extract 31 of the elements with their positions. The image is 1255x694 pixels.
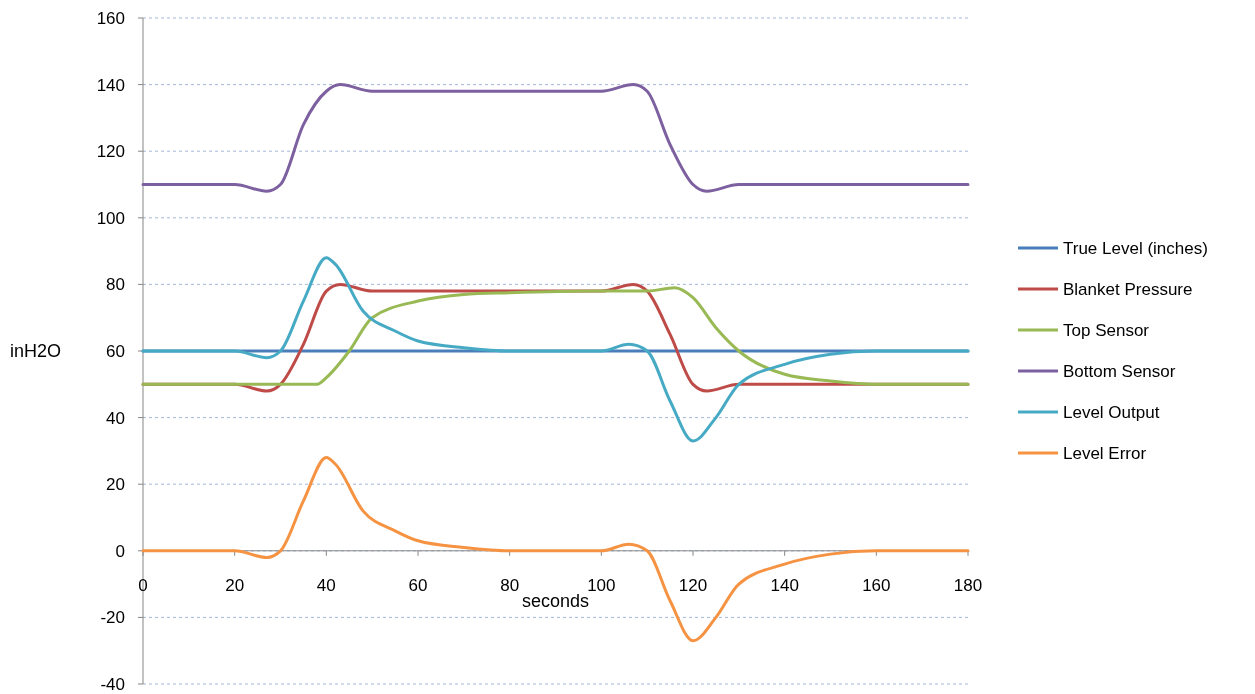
- legend-label: Level Error: [1063, 444, 1147, 463]
- y-tick-label: 40: [106, 408, 125, 428]
- legend-label: Bottom Sensor: [1063, 362, 1176, 381]
- y-tick-label: 140: [96, 75, 125, 95]
- x-axis-title: seconds: [521, 590, 590, 611]
- y-tick-label: -40: [100, 675, 125, 694]
- y-tick-label: 20: [106, 475, 125, 495]
- legend-label: Blanket Pressure: [1063, 280, 1193, 299]
- x-tick-label: 180: [953, 575, 983, 595]
- y-tick-label: 0: [115, 541, 125, 561]
- x-tick-label: 120: [678, 575, 708, 595]
- x-tick-label: 140: [770, 575, 799, 595]
- y-tick-label: 60: [106, 342, 125, 361]
- x-tick-label: 0: [138, 575, 148, 595]
- y-tick-label: -20: [100, 608, 125, 628]
- line-series: [141, 83, 970, 193]
- x-tick-label: 20: [225, 575, 245, 595]
- legend-label: Level Output: [1063, 403, 1160, 422]
- x-tick-label: 100: [587, 575, 616, 595]
- y-tick-label: 80: [106, 275, 125, 295]
- y-tick-label: 100: [96, 208, 125, 228]
- legend-label: True Level (inches): [1063, 239, 1208, 258]
- legend-label: Top Sensor: [1063, 321, 1150, 340]
- y-tick-label: 120: [96, 142, 125, 162]
- y-axis-title: inH2O: [10, 341, 62, 361]
- x-tick-label: 160: [862, 575, 891, 595]
- x-tick-label: 40: [316, 575, 336, 595]
- line-series: [141, 256, 970, 443]
- x-tick-label: 80: [500, 575, 520, 595]
- y-tick-label: 160: [96, 9, 125, 28]
- x-tick-label: 60: [408, 575, 428, 595]
